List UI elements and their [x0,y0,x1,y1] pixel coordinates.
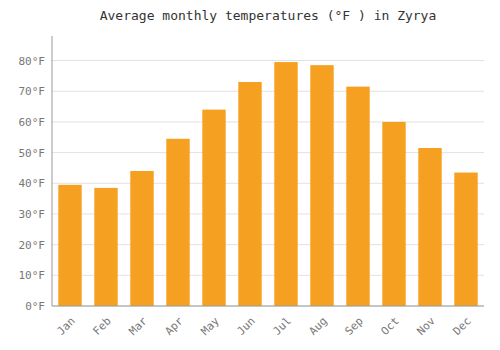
y-tick-label: 0°F [25,300,45,313]
chart-svg: Average monthly temperatures (°F ) in Zy… [0,0,500,350]
y-tick-label: 20°F [19,239,46,252]
grid-line [52,60,484,61]
x-tick-label: Mar [127,314,151,338]
x-tick-label: Dec [451,315,474,338]
y-tick-label: 50°F [19,147,46,160]
x-tick-label: Feb [91,315,114,338]
grid-line [52,121,484,122]
x-tick-label: May [199,314,223,338]
y-tick-label: 10°F [19,269,46,282]
y-tick-label: 40°F [19,177,46,190]
x-axis-line [52,306,484,307]
chart-title: Average monthly temperatures (°F ) in Zy… [100,8,437,23]
y-tick-label: 70°F [19,85,46,98]
bar [202,110,225,306]
x-tick-label: Aug [307,315,330,338]
bar [274,62,297,306]
y-grid [52,61,484,306]
bar [94,188,117,306]
grid-line [52,306,484,307]
x-tick-label: Oct [379,315,402,338]
bars [58,62,477,306]
bar [58,185,81,306]
bar [310,65,333,306]
x-tick-label: Apr [163,314,187,338]
bar [238,82,261,306]
x-tick-label: Jan [55,315,78,338]
x-tick-label: Jul [271,315,294,338]
y-tick-label: 30°F [19,208,46,221]
bar [382,122,405,306]
x-tick-label: Sep [343,315,366,338]
grid-line [52,91,484,92]
chart-container: Average monthly temperatures (°F ) in Zy… [0,0,500,350]
bar [130,171,153,306]
y-axis-line [52,36,53,306]
y-tick-label: 80°F [19,55,46,68]
bar [346,87,369,306]
bar [454,173,477,306]
x-tick-label: Jun [235,315,258,338]
bar [166,139,189,306]
x-tick-label: Nov [415,314,439,338]
y-tick-label: 60°F [19,116,46,129]
bar [418,148,441,306]
